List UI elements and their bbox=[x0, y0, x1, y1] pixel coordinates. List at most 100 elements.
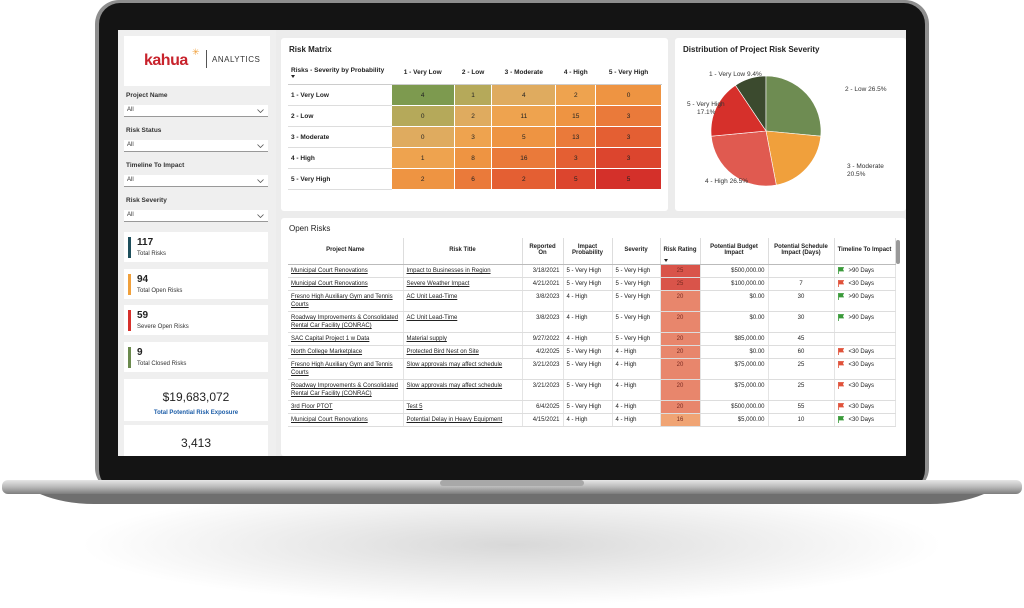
matrix-row-label: 4 - High bbox=[288, 147, 391, 169]
column-header: Risk Rating bbox=[660, 238, 701, 265]
matrix-cell: 3 bbox=[555, 147, 597, 169]
kpi-label: Total Risks bbox=[137, 251, 167, 257]
kpi-accent bbox=[128, 347, 131, 368]
filter-dropdown[interactable]: All bbox=[124, 105, 268, 117]
kpi-accent bbox=[128, 237, 131, 258]
table-cell: <30 Days bbox=[834, 277, 896, 291]
matrix-row: 5 - Very High 2 6 2 5 5 bbox=[288, 168, 662, 190]
table-cell[interactable]: 3rd Floor PTOT bbox=[288, 400, 404, 414]
table-cell: 30 bbox=[768, 311, 835, 333]
matrix-column-header: 1 - Very Low bbox=[391, 60, 455, 85]
kpi-accent bbox=[128, 274, 131, 295]
column-header: Risk Title bbox=[403, 238, 523, 265]
table-cell[interactable]: Material supply bbox=[403, 332, 523, 346]
filter-dropdown[interactable]: All bbox=[124, 175, 268, 187]
flag-icon bbox=[837, 267, 844, 274]
table-cell[interactable]: Municipal Court Renovations bbox=[288, 277, 404, 291]
table-cell: 3/18/2021 bbox=[522, 264, 564, 278]
matrix-header-row: Risks - Severity by Probability 1 - Very … bbox=[288, 60, 662, 85]
chevron bbox=[257, 144, 264, 148]
table-cell: $85,000.00 bbox=[700, 332, 769, 346]
table-cell: 60 bbox=[768, 345, 835, 359]
table-cell[interactable]: SAC Capital Project 1 w Data bbox=[288, 332, 404, 346]
table-cell[interactable]: Roadway Improvements & Consolidated Rent… bbox=[288, 311, 404, 333]
flag bbox=[837, 403, 844, 410]
table-cell: 5 - Very High bbox=[612, 332, 661, 346]
timeline-text: <30 Days bbox=[848, 362, 875, 368]
table-cell: 5 - Very High bbox=[612, 264, 661, 278]
logo-mark: ✳ bbox=[192, 47, 200, 57]
table-row: Fresno High Auxiliary Gym and Tennis Cou… bbox=[288, 290, 896, 312]
filter-dropdown[interactable]: All bbox=[124, 140, 268, 152]
dropdown-chevron bbox=[257, 109, 264, 113]
pie-chart: 1 - Very Low 9.4% 2 - Low 26.5% 3 - Modera… bbox=[687, 71, 887, 187]
table-cell[interactable]: Protected Bird Nest on Site bbox=[403, 345, 523, 359]
flag bbox=[837, 267, 844, 274]
table-cell[interactable]: Fresno High Auxiliary Gym and Tennis Cou… bbox=[288, 358, 404, 380]
table-cell: 4 - High bbox=[563, 311, 613, 333]
timeline-text: >90 Days bbox=[848, 294, 875, 300]
flag bbox=[837, 361, 844, 368]
table-cell: 4 - High bbox=[612, 379, 661, 401]
table-cell: 25 bbox=[660, 277, 701, 291]
table-cell[interactable]: Municipal Court Renovations bbox=[288, 264, 404, 278]
kpi-card: 9 Total Closed Risks bbox=[124, 342, 268, 372]
timeline-text: <30 Days bbox=[848, 417, 875, 423]
table-cell: 4 - High bbox=[563, 413, 613, 427]
table-cell: 3/8/2023 bbox=[522, 311, 564, 333]
filter-value: All bbox=[127, 212, 134, 218]
table-cell: 9/27/2022 bbox=[522, 332, 564, 346]
table-cell[interactable]: Test 5 bbox=[403, 400, 523, 414]
panel-title: Risk Matrix bbox=[289, 45, 332, 54]
table-cell[interactable]: Roadway Improvements & Consolidated Rent… bbox=[288, 379, 404, 401]
table-cell: 45 bbox=[768, 332, 835, 346]
matrix-cell: 16 bbox=[491, 147, 557, 169]
table-cell[interactable]: North College Marketplace bbox=[288, 345, 404, 359]
flag bbox=[837, 416, 844, 423]
chart-title: Distribution of Project Risk Severity bbox=[683, 45, 820, 54]
timeline-text: <30 Days bbox=[848, 404, 875, 410]
table-row: Roadway Improvements & Consolidated Rent… bbox=[288, 311, 896, 333]
table-cell: <30 Days bbox=[834, 379, 896, 401]
column-header-text: Potential Schedule Impact (Days) bbox=[774, 244, 828, 256]
table-cell: $500,000.00 bbox=[700, 264, 769, 278]
matrix-cell: 0 bbox=[595, 84, 662, 106]
slice-label: 4 - High 26.5% bbox=[705, 178, 748, 185]
table-cell: 20 bbox=[660, 358, 701, 380]
filter-dropdown[interactable]: All bbox=[124, 210, 268, 222]
pie-slice bbox=[710, 84, 767, 137]
table-cell[interactable]: AC Unit Lead-Time bbox=[403, 290, 523, 312]
table-cell[interactable]: AC Unit Lead-Time bbox=[403, 311, 523, 333]
table-cell[interactable]: Potential Delay in Heavy Equipment bbox=[403, 413, 523, 427]
matrix-cell: 0 bbox=[390, 126, 455, 148]
kpi-card: 94 Total Open Risks bbox=[124, 269, 268, 299]
flag-icon bbox=[837, 280, 844, 287]
column-header: Project Name bbox=[288, 238, 404, 265]
laptop-base bbox=[2, 480, 1022, 494]
table-cell bbox=[834, 332, 896, 346]
table-cell[interactable]: Slow approvals may affect schedule bbox=[403, 358, 523, 380]
slice-value: 26.5% bbox=[730, 178, 749, 185]
table-cell[interactable]: Impact to Businesses in Region bbox=[403, 264, 523, 278]
kpi-card: 59 Severe Open Risks bbox=[124, 305, 268, 335]
sidebar: kahua ✳ ANALYTICS Project Name All Risk St… bbox=[118, 30, 276, 456]
flag-icon bbox=[837, 382, 844, 389]
slice-label: 5 - Very High 17.1% bbox=[687, 101, 725, 116]
filter-value: All bbox=[127, 142, 134, 148]
table-cell[interactable]: Municipal Court Renovations bbox=[288, 413, 404, 427]
table-cell[interactable]: Slow approvals may affect schedule bbox=[403, 379, 523, 401]
table-cell: 4 - High bbox=[612, 413, 661, 427]
kpi-accent bbox=[128, 310, 131, 331]
table-cell: $100,000.00 bbox=[700, 277, 769, 291]
column-header-text: Risk Title bbox=[449, 247, 476, 253]
table-cell[interactable]: Fresno High Auxiliary Gym and Tennis Cou… bbox=[288, 290, 404, 312]
flag-icon bbox=[837, 314, 844, 321]
column-header-text: Project Name bbox=[326, 247, 365, 253]
table-cell: 5 - Very High bbox=[563, 358, 613, 380]
column-header: Potential Budget Impact bbox=[700, 238, 769, 265]
table-cell: 20 bbox=[660, 332, 701, 346]
sort-indicator bbox=[663, 259, 668, 262]
table-cell[interactable]: Severe Weather Impact bbox=[403, 277, 523, 291]
table-cell: $75,000.00 bbox=[700, 379, 769, 401]
